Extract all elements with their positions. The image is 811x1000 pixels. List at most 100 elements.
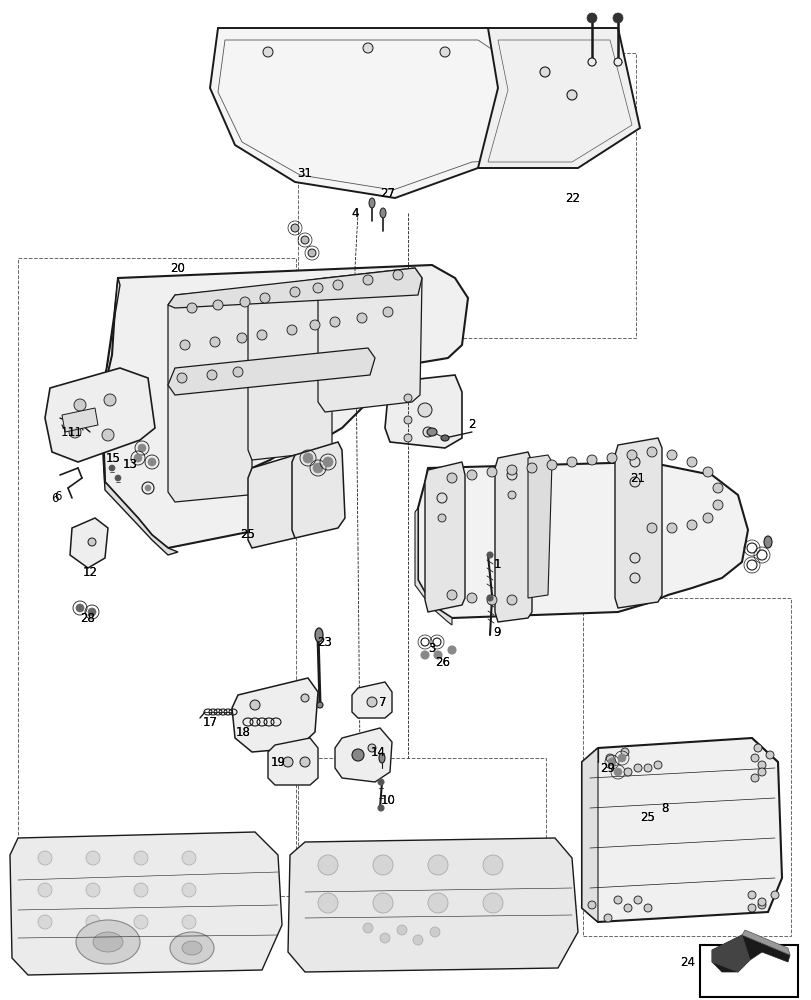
Circle shape bbox=[629, 553, 639, 563]
Ellipse shape bbox=[368, 198, 375, 208]
Bar bbox=[582, 598, 790, 936]
Circle shape bbox=[404, 394, 411, 402]
Circle shape bbox=[323, 457, 333, 467]
Text: 29: 29 bbox=[600, 762, 615, 774]
Ellipse shape bbox=[76, 920, 139, 964]
Circle shape bbox=[404, 416, 411, 424]
Text: 1: 1 bbox=[492, 558, 500, 572]
Circle shape bbox=[612, 13, 622, 23]
Text: 4: 4 bbox=[351, 207, 358, 220]
Polygon shape bbox=[10, 832, 281, 975]
Polygon shape bbox=[100, 278, 178, 555]
Circle shape bbox=[626, 450, 636, 460]
Polygon shape bbox=[335, 728, 392, 782]
Circle shape bbox=[587, 901, 595, 909]
Circle shape bbox=[187, 303, 197, 313]
Circle shape bbox=[318, 855, 337, 875]
Circle shape bbox=[286, 325, 297, 335]
Circle shape bbox=[686, 457, 696, 467]
Circle shape bbox=[613, 896, 621, 904]
Circle shape bbox=[605, 754, 613, 762]
Circle shape bbox=[283, 757, 293, 767]
Polygon shape bbox=[527, 455, 551, 598]
Circle shape bbox=[290, 224, 298, 232]
Text: 24: 24 bbox=[680, 956, 695, 969]
Circle shape bbox=[240, 297, 250, 307]
Text: 18: 18 bbox=[235, 726, 250, 739]
Text: 2: 2 bbox=[468, 418, 475, 432]
Text: 25: 25 bbox=[640, 811, 654, 824]
Text: 22: 22 bbox=[564, 192, 580, 205]
Polygon shape bbox=[581, 748, 597, 922]
Circle shape bbox=[747, 904, 755, 912]
Circle shape bbox=[765, 751, 773, 759]
Circle shape bbox=[603, 914, 611, 922]
Circle shape bbox=[182, 915, 195, 929]
Circle shape bbox=[134, 851, 148, 865]
Circle shape bbox=[88, 538, 96, 546]
Circle shape bbox=[180, 340, 190, 350]
Text: 6: 6 bbox=[54, 489, 62, 502]
Circle shape bbox=[145, 485, 151, 491]
Polygon shape bbox=[581, 738, 781, 922]
Circle shape bbox=[712, 500, 722, 510]
Circle shape bbox=[86, 851, 100, 865]
Polygon shape bbox=[711, 935, 789, 972]
Circle shape bbox=[702, 513, 712, 523]
Circle shape bbox=[363, 43, 372, 53]
Text: 26: 26 bbox=[435, 656, 450, 670]
Circle shape bbox=[318, 893, 337, 913]
Text: 23: 23 bbox=[317, 636, 332, 650]
Text: 23: 23 bbox=[317, 636, 332, 650]
Text: 12: 12 bbox=[83, 566, 97, 578]
Polygon shape bbox=[318, 268, 422, 412]
Text: 4: 4 bbox=[351, 207, 358, 220]
Text: 28: 28 bbox=[80, 611, 96, 624]
Circle shape bbox=[134, 454, 142, 462]
Circle shape bbox=[446, 590, 457, 600]
Circle shape bbox=[448, 646, 456, 654]
Circle shape bbox=[86, 883, 100, 897]
Circle shape bbox=[212, 300, 223, 310]
Circle shape bbox=[487, 467, 496, 477]
Text: 11: 11 bbox=[67, 426, 83, 440]
Circle shape bbox=[367, 697, 376, 707]
Text: 9: 9 bbox=[492, 626, 500, 640]
Circle shape bbox=[182, 851, 195, 865]
Circle shape bbox=[607, 453, 616, 463]
Circle shape bbox=[207, 370, 217, 380]
Circle shape bbox=[88, 608, 96, 616]
Text: 8: 8 bbox=[660, 801, 668, 814]
Circle shape bbox=[290, 287, 299, 297]
Polygon shape bbox=[418, 462, 747, 618]
Circle shape bbox=[547, 460, 556, 470]
Circle shape bbox=[646, 523, 656, 533]
Circle shape bbox=[233, 367, 242, 377]
Circle shape bbox=[427, 893, 448, 913]
Circle shape bbox=[623, 904, 631, 912]
Circle shape bbox=[770, 891, 778, 899]
Circle shape bbox=[329, 317, 340, 327]
Circle shape bbox=[363, 923, 372, 933]
Text: 19: 19 bbox=[270, 756, 285, 770]
Text: 25: 25 bbox=[240, 528, 255, 542]
Circle shape bbox=[74, 399, 86, 411]
Circle shape bbox=[357, 313, 367, 323]
Text: 14: 14 bbox=[370, 746, 385, 760]
Text: 9: 9 bbox=[492, 626, 500, 640]
Polygon shape bbox=[424, 462, 465, 612]
Circle shape bbox=[115, 475, 121, 481]
Circle shape bbox=[363, 275, 372, 285]
Circle shape bbox=[487, 595, 496, 605]
Circle shape bbox=[333, 280, 342, 290]
Circle shape bbox=[380, 933, 389, 943]
Text: 17: 17 bbox=[202, 716, 217, 729]
Circle shape bbox=[757, 768, 765, 776]
Polygon shape bbox=[232, 678, 318, 752]
Circle shape bbox=[134, 915, 148, 929]
Circle shape bbox=[586, 13, 596, 23]
Text: 13: 13 bbox=[122, 458, 137, 472]
Polygon shape bbox=[351, 682, 392, 718]
Text: 24: 24 bbox=[680, 956, 695, 969]
Circle shape bbox=[210, 337, 220, 347]
